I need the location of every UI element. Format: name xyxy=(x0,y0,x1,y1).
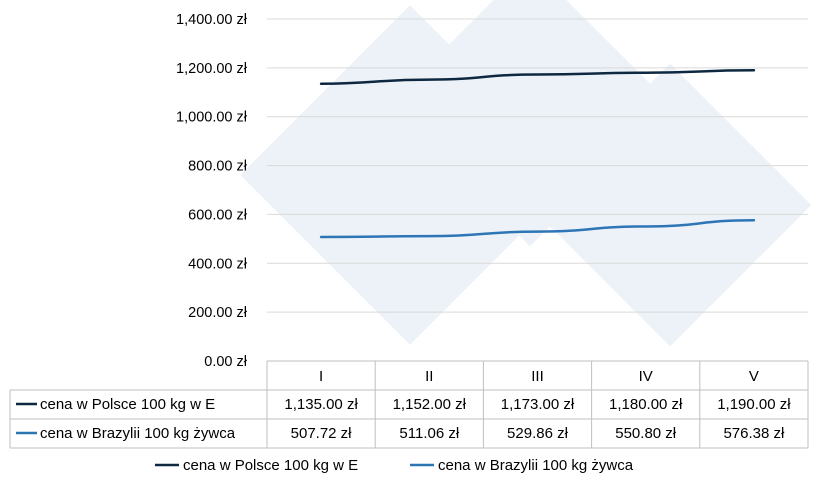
data-label: 1,135.00 zł xyxy=(284,396,358,413)
gridlines xyxy=(267,18,808,313)
watermark-logo xyxy=(240,0,812,347)
series-name: cena w Brazylii 100 kg żywca xyxy=(40,425,236,442)
y-tick-label: 200.00 zł xyxy=(188,305,248,321)
y-tick-label: 600.00 zł xyxy=(188,207,248,223)
data-label: 1,190.00 zł xyxy=(717,396,791,413)
legend-label: cena w Polsce 100 kg w E xyxy=(183,457,358,474)
y-tick-label: 1,400.00 zł xyxy=(176,12,248,28)
series-lines xyxy=(319,69,756,239)
data-label: 576.38 zł xyxy=(723,425,785,442)
data-label: 1,173.00 zł xyxy=(501,396,575,413)
data-label: 529.86 zł xyxy=(507,425,569,442)
data-label: 507.72 zł xyxy=(291,425,353,442)
data-label: 550.80 zł xyxy=(615,425,677,442)
data-label: 1,152.00 zł xyxy=(393,396,467,413)
y-tick-label: 1,000.00 zł xyxy=(176,110,248,126)
category-label: II xyxy=(425,368,433,385)
legend: cena w Polsce 100 kg w E cena w Brazylii … xyxy=(155,457,634,474)
category-label: I xyxy=(319,368,323,385)
y-axis: 0.00 zł 200.00 zł 400.00 zł 600.00 zł 800.00… xyxy=(176,12,248,370)
data-label: 1,180.00 zł xyxy=(609,396,683,413)
y-tick-label: 1,200.00 zł xyxy=(176,61,248,77)
category-label: V xyxy=(749,368,759,385)
y-tick-label: 400.00 zł xyxy=(188,256,248,272)
category-label: IV xyxy=(639,368,653,385)
y-tick-label: 0.00 zł xyxy=(204,354,247,370)
series-name: cena w Polsce 100 kg w E xyxy=(40,396,215,413)
data-label: 511.06 zł xyxy=(399,425,459,442)
category-label: III xyxy=(531,368,544,385)
legend-label: cena w Brazylii 100 kg żywca xyxy=(438,457,634,474)
y-tick-label: 800.00 zł xyxy=(188,159,248,175)
